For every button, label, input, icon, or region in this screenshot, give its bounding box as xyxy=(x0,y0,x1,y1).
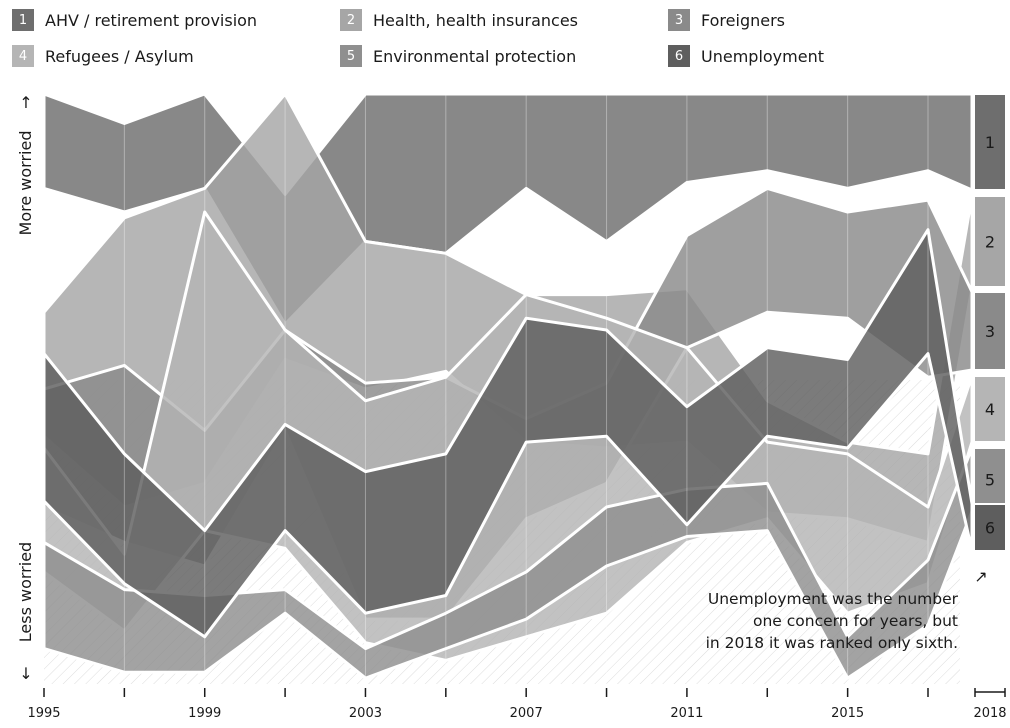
rank-label-6: 6 xyxy=(985,519,995,538)
annotation-line-3: in 2018 it was ranked only sixth. xyxy=(705,634,958,652)
x-tick-label-1995: 1995 xyxy=(27,706,60,721)
rank-label-4: 4 xyxy=(985,400,995,419)
rank-label-5: 5 xyxy=(985,471,995,490)
annotation-line-2: one concern for years, but xyxy=(753,612,958,630)
legend-swatch-1: 1 xyxy=(12,9,34,31)
x-tick-label-2003: 2003 xyxy=(349,706,382,721)
annotation-arrow: ↗ xyxy=(974,567,987,586)
legend-label-3: Foreigners xyxy=(701,10,785,30)
legend-label-2: Health, health insurances xyxy=(373,10,579,30)
legend-item-1: 1 AHV / retirement provision xyxy=(12,8,257,32)
x-tick-label-2018: 2018 xyxy=(973,706,1006,721)
rank-label-2: 2 xyxy=(985,233,995,252)
x-tick-label-2011: 2011 xyxy=(670,706,703,721)
series-layer xyxy=(42,92,974,684)
rank-box-2 xyxy=(973,195,1007,288)
rank-label-3: 3 xyxy=(985,322,995,341)
x-tick-label-2007: 2007 xyxy=(510,706,543,721)
rank-box-6 xyxy=(973,503,1007,552)
annotation-line-1: Unemployment was the number xyxy=(707,590,958,608)
x-tick-label-2015: 2015 xyxy=(831,706,864,721)
x-tick-label-1999: 1999 xyxy=(188,706,221,721)
rank-box-4 xyxy=(973,375,1007,443)
legend-label-5: Environmental protection xyxy=(373,46,577,66)
y-label-top: More worried xyxy=(16,131,35,236)
rank-box-3 xyxy=(973,291,1007,371)
rank-boxes: 1 2 3 4 5 6 xyxy=(973,93,1007,552)
legend-item-4: 4 Refugees / Asylum xyxy=(12,44,194,68)
rank-label-1: 1 xyxy=(985,133,995,152)
legend-item-5: 5 Environmental protection xyxy=(340,44,576,68)
legend: 1 AHV / retirement provision 2 Health, h… xyxy=(12,8,1002,72)
legend-label-4: Refugees / Asylum xyxy=(45,46,194,66)
rank-box-1 xyxy=(973,93,1007,191)
legend-item-6: 6 Unemployment xyxy=(668,44,824,68)
legend-swatch-4: 4 xyxy=(12,45,34,67)
legend-item-3: 3 Foreigners xyxy=(668,8,785,32)
legend-swatch-6: 6 xyxy=(668,45,690,67)
series-band-6 xyxy=(42,228,974,639)
legend-swatch-3: 3 xyxy=(668,9,690,31)
legend-label-6: Unemployment xyxy=(701,46,824,66)
legend-label-1: AHV / retirement provision xyxy=(45,10,258,30)
annotation: Unemployment was the number one concern … xyxy=(658,588,958,654)
legend-item-2: 2 Health, health insurances xyxy=(340,8,578,32)
x-axis: 1995 1999 2003 2007 2011 2015 2018 xyxy=(27,688,1007,721)
up-arrow: ↑ xyxy=(19,93,32,112)
down-arrow: ↓ xyxy=(19,664,32,683)
legend-swatch-5: 5 xyxy=(340,45,362,67)
legend-swatch-2: 2 xyxy=(340,9,362,31)
rank-box-5 xyxy=(973,447,1007,512)
y-label-bottom: Less worried xyxy=(16,542,35,642)
